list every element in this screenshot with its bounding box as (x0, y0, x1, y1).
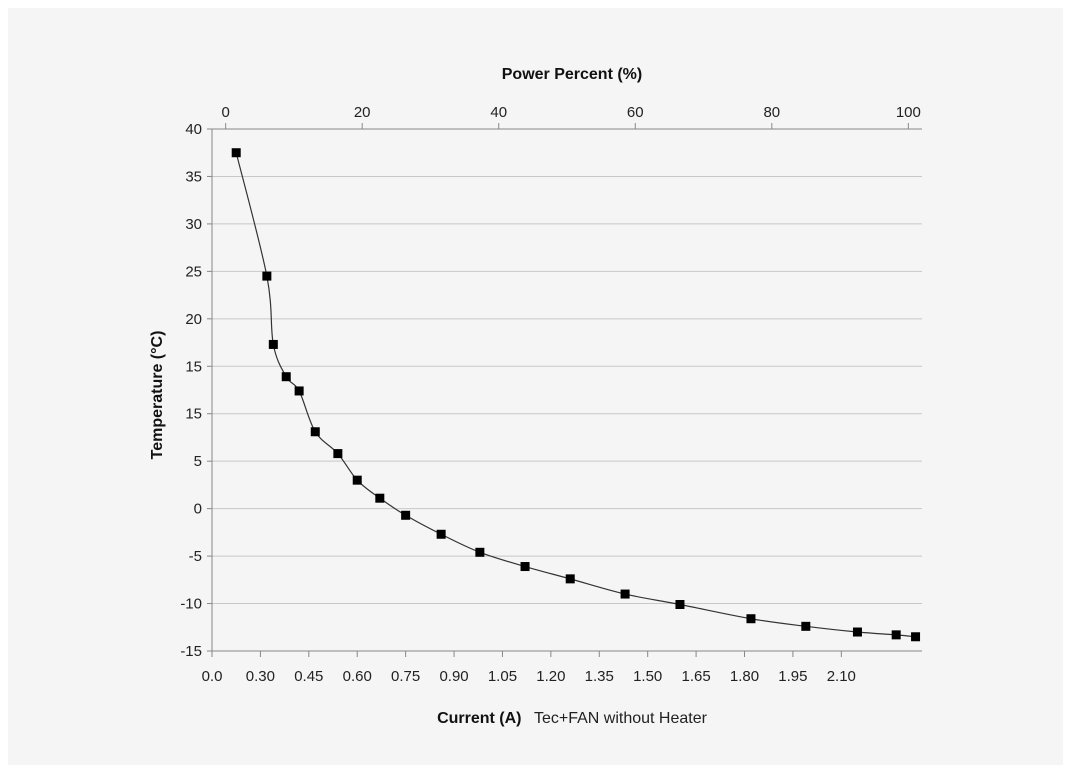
axis-layer: -15 -10 -5 0 5 15 15 20 25 30 35 40 0.0 0.30 0.45 0.60 0… (180, 104, 922, 685)
x-tick-label: 0.60 (343, 668, 372, 685)
data-point-marker (436, 529, 446, 539)
top-axis-title: Power Percent (%) (502, 66, 642, 83)
x2-tick-label: 60 (627, 104, 644, 121)
data-point-marker (231, 148, 241, 158)
chart-panel (8, 8, 1063, 765)
data-point-marker (520, 562, 530, 572)
data-point-marker (911, 632, 921, 642)
y-tick-label: -10 (180, 596, 202, 613)
data-point-marker (675, 599, 685, 609)
x-tick-label: 1.05 (488, 668, 517, 685)
x2-tick-label: 40 (490, 104, 507, 121)
x-tick-label: 1.35 (585, 668, 614, 685)
data-point-marker (262, 271, 272, 281)
y-tick-label: -5 (189, 548, 202, 565)
x-axis-title-main: Current (A) (437, 710, 521, 727)
series-line (235, 152, 916, 638)
data-point-marker (294, 386, 304, 396)
data-point-marker (281, 372, 291, 382)
x-tick-label: 1.95 (778, 668, 807, 685)
x-tick-label: 1.50 (633, 668, 662, 685)
data-point-marker (268, 339, 278, 349)
x2-tick-label: 80 (763, 104, 780, 121)
x-tick-label: 1.80 (730, 668, 759, 685)
x-tick-label: 0.45 (294, 668, 323, 685)
data-point-marker (375, 493, 385, 503)
y-tick-label: 40 (185, 121, 202, 138)
grid-layer (212, 128, 922, 652)
x-tick-label: 2.10 (827, 668, 856, 685)
label-layer: Power Percent (%) Temperature (°C) Curre… (149, 66, 708, 727)
x-axis-title: Current (A) Tec+FAN without Heater (437, 710, 708, 727)
x-tick-label: 0.30 (246, 668, 275, 685)
y-tick-label: 30 (185, 216, 202, 233)
data-point-marker (801, 621, 811, 631)
y-tick-label: 35 (185, 168, 202, 185)
y-axis-title: Temperature (°C) (149, 331, 166, 460)
x2-tick-label: 100 (896, 104, 921, 121)
x-tick-label: 1.20 (536, 668, 565, 685)
data-point-marker (565, 574, 575, 584)
x-tick-label: 0.90 (439, 668, 468, 685)
x2-tick-label: 0 (221, 104, 229, 121)
data-point-marker (746, 614, 756, 624)
y-tick-label: 25 (185, 263, 202, 280)
data-point-marker (310, 427, 320, 437)
data-point-marker (852, 627, 862, 637)
data-point-marker (891, 630, 901, 640)
data-point-marker (333, 449, 343, 459)
data-point-marker (620, 589, 630, 599)
data-point-marker (475, 547, 485, 557)
y-tick-label: 15 (185, 358, 202, 375)
y-tick-label: 15 (185, 406, 202, 423)
x-axis-title-note: Tec+FAN without Heater (534, 710, 708, 727)
x-tick-label: 0.0 (202, 668, 223, 685)
series-layer (231, 148, 921, 642)
data-point-marker (401, 510, 411, 520)
data-point-marker (352, 475, 362, 485)
x-tick-label: 0.75 (391, 668, 420, 685)
y-tick-label: 5 (194, 453, 202, 470)
x2-tick-label: 20 (354, 104, 371, 121)
x-tick-label: 1.65 (681, 668, 710, 685)
y-tick-label: -15 (180, 643, 202, 660)
y-tick-label: 0 (194, 501, 202, 518)
y-tick-label: 20 (185, 311, 202, 328)
